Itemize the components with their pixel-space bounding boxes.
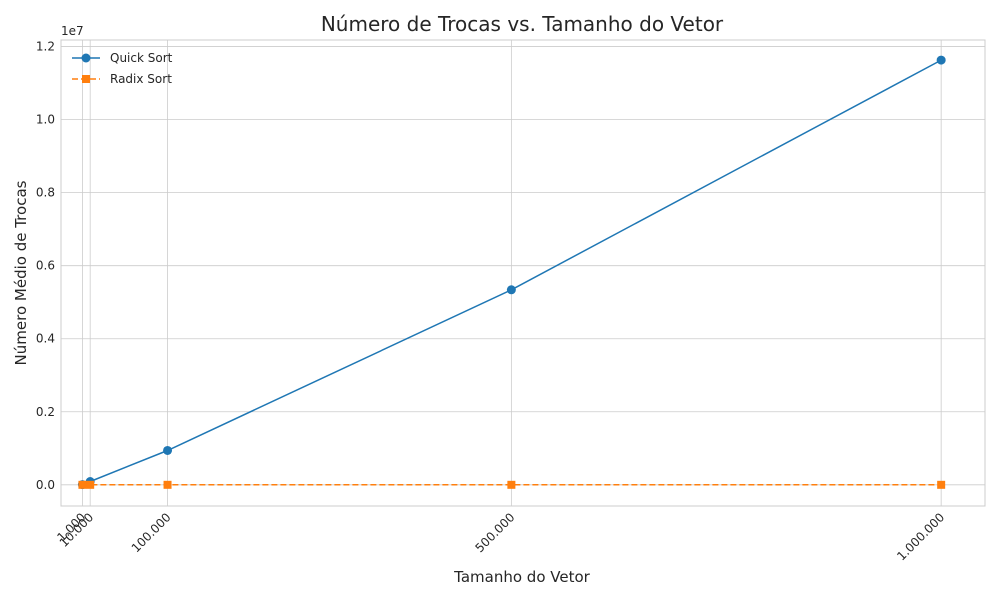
y-tick-label: 1.2: [36, 40, 55, 54]
legend: Quick Sort Radix Sort: [72, 51, 173, 86]
data-point-radix-sort: [163, 480, 172, 489]
y-axis-label: Número Médio de Trocas: [12, 180, 30, 365]
y-tick-label: 0.4: [36, 332, 55, 346]
legend-label-quick-sort: Quick Sort: [110, 51, 173, 65]
data-point-radix-sort: [78, 480, 87, 489]
chart-title: Número de Trocas vs. Tamanho do Vetor: [321, 12, 724, 36]
series-layer: [77, 55, 946, 490]
y-tick-label: 0.2: [36, 405, 55, 419]
data-point-radix-sort: [937, 480, 946, 489]
y-tick-label: 0.0: [36, 478, 55, 492]
y-tick-label: 1.0: [36, 113, 55, 127]
y-tick-label: 0.8: [36, 186, 55, 200]
y-axis-ticks: 0.0 0.2 0.4 0.6 0.8 1.0 1.2: [36, 40, 55, 492]
legend-label-radix-sort: Radix Sort: [110, 72, 172, 86]
data-point-quick-sort: [506, 285, 516, 295]
y-tick-label: 0.6: [36, 259, 55, 273]
legend-marker-quick-sort: [81, 53, 91, 63]
data-point-radix-sort: [507, 480, 516, 489]
data-point-quick-sort: [936, 55, 946, 65]
y-axis-offset-label: 1e7: [61, 24, 84, 38]
legend-marker-radix-sort: [82, 75, 90, 83]
data-point-radix-sort: [86, 480, 95, 489]
plot-frame: [60, 39, 986, 507]
gridlines: [61, 40, 985, 506]
x-axis-label: Tamanho do Vetor: [453, 568, 590, 586]
data-point-quick-sort: [163, 445, 173, 455]
